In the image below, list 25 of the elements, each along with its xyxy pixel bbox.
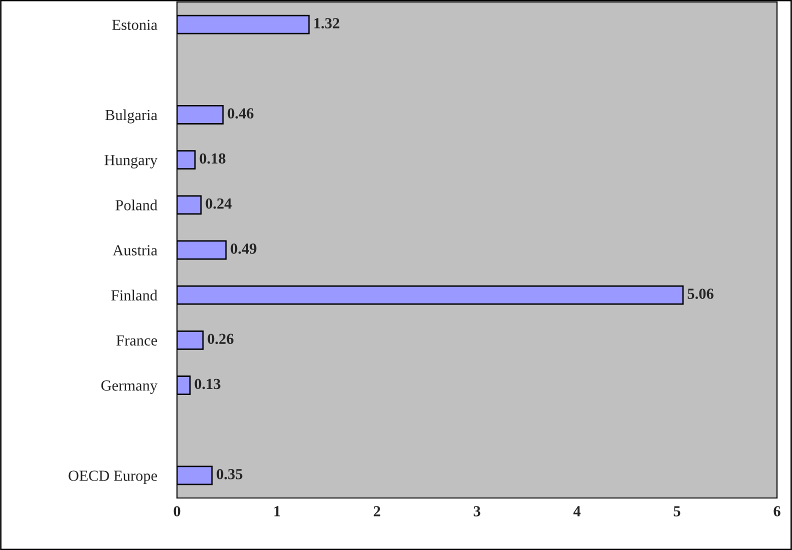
y-tick-label: OECD Europe — [68, 470, 158, 484]
x-tick-label: 6 — [774, 506, 780, 516]
x-tick-label: 4 — [573, 506, 581, 516]
data-label: 0.13 — [194, 378, 220, 390]
y-tick-label: Estonia — [112, 20, 158, 30]
data-label: 0.26 — [208, 334, 234, 344]
y-tick-label: France — [116, 335, 158, 346]
data-label: 0.49 — [230, 244, 256, 254]
data-label: 1.32 — [314, 18, 340, 28]
data-label: 5.06 — [688, 288, 714, 299]
data-label: 0.46 — [228, 108, 254, 119]
x-tick-label: 1 — [274, 506, 280, 516]
x-tick-label: 0 — [174, 506, 180, 516]
x-tick-label: 3 — [474, 506, 480, 516]
y-tick-label: Hungary — [104, 155, 158, 168]
y-tick-label: Bulgaria — [105, 109, 158, 124]
y-tick-label: Finland — [111, 290, 158, 301]
y-tick-label: Poland — [116, 200, 158, 210]
data-label: 0.18 — [200, 153, 226, 164]
data-label: 0.35 — [216, 468, 242, 480]
y-tick-label: Germany — [101, 380, 158, 394]
y-tick-label: Austria — [112, 245, 158, 256]
data-label: 0.24 — [206, 198, 232, 209]
x-tick-label: 2 — [374, 506, 380, 516]
x-tick-label: 5 — [674, 506, 680, 516]
